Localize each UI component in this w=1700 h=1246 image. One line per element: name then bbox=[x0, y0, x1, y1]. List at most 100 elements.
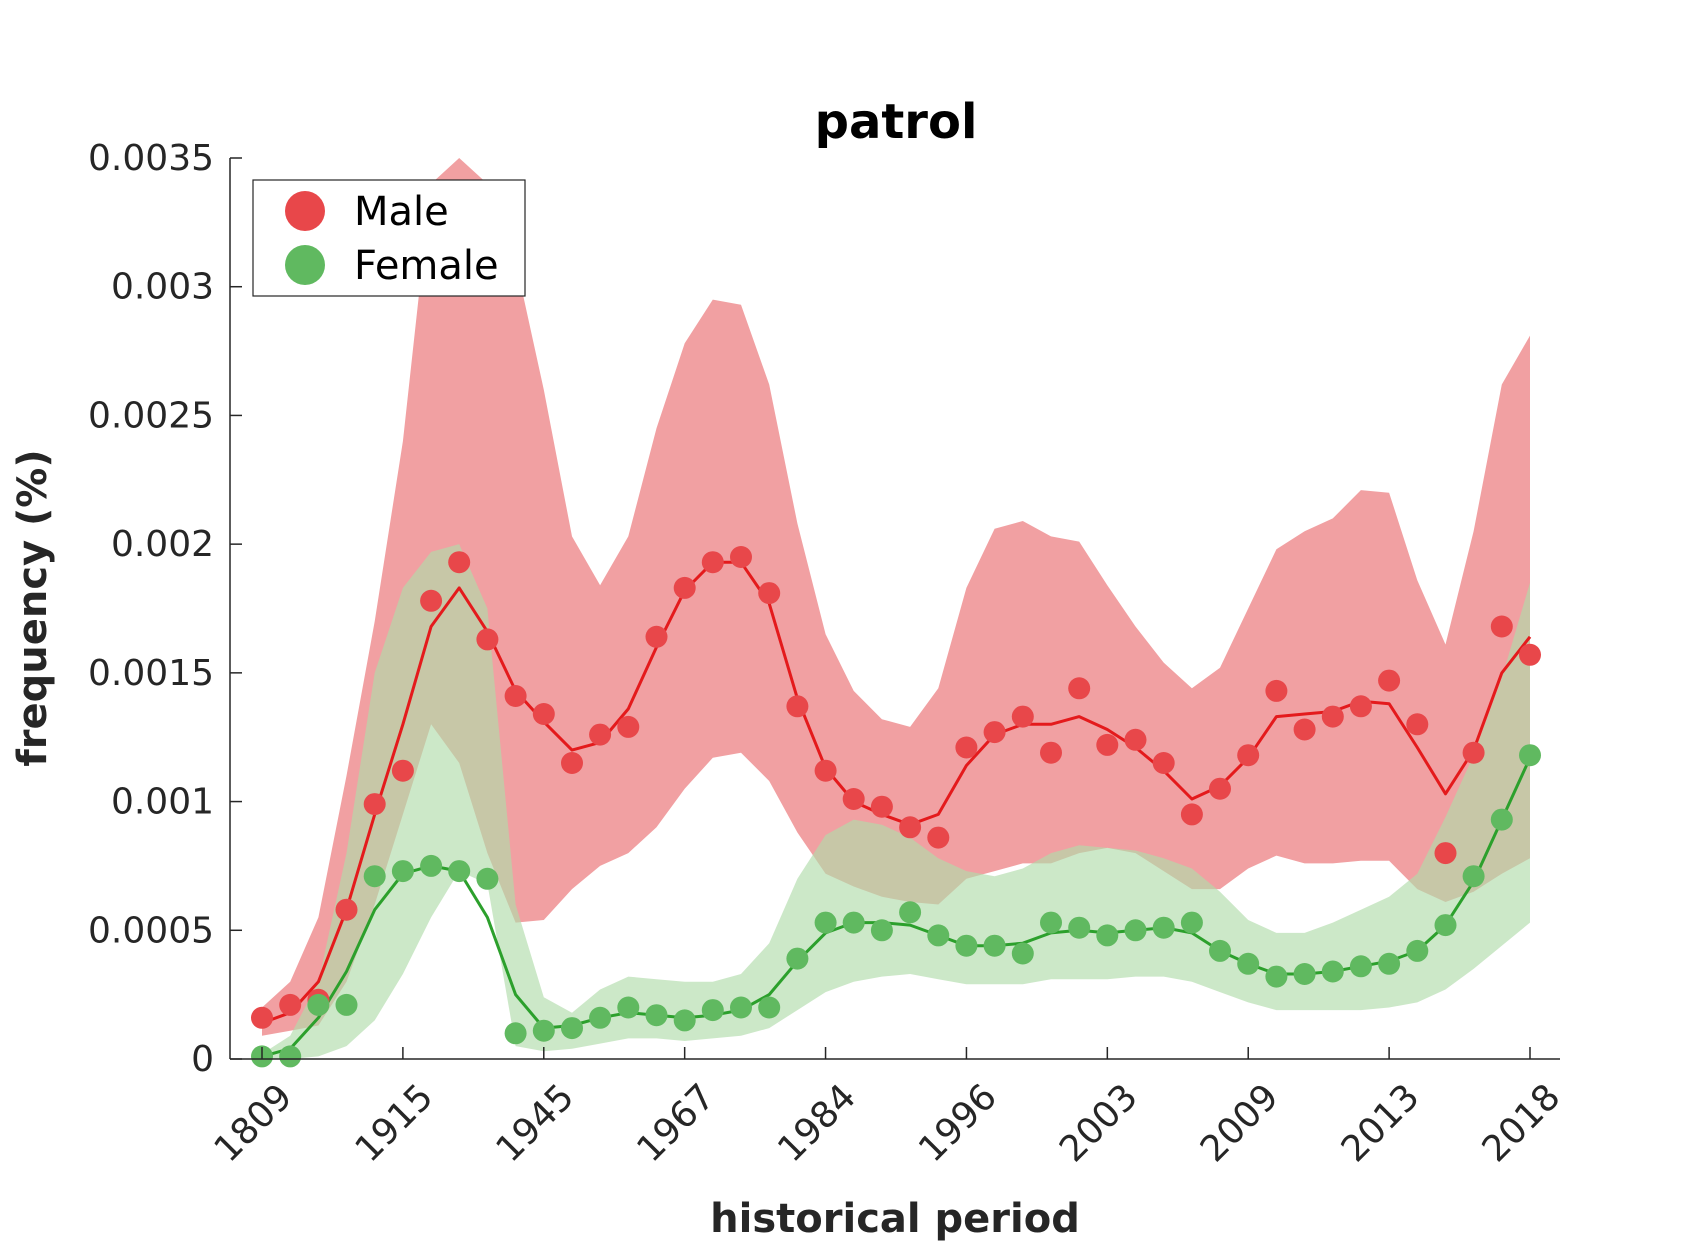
data-markers bbox=[251, 546, 1541, 1068]
point-male bbox=[391, 759, 414, 782]
point-male bbox=[335, 898, 358, 921]
point-male bbox=[1265, 679, 1288, 702]
point-female bbox=[899, 901, 922, 924]
x-tick-label: 1967 bbox=[629, 1076, 723, 1170]
point-female bbox=[1321, 960, 1344, 983]
band-female bbox=[262, 544, 1530, 1059]
point-female bbox=[1152, 916, 1175, 939]
point-female bbox=[420, 854, 443, 877]
point-female bbox=[1265, 965, 1288, 988]
point-female bbox=[673, 1009, 696, 1032]
point-female bbox=[955, 934, 978, 957]
point-male bbox=[1237, 744, 1260, 767]
point-female bbox=[335, 993, 358, 1016]
point-female bbox=[814, 911, 837, 934]
y-ticks: 0 0.0005 0.001 0.0015 0.002 0.0025 0.003 0.0035 bbox=[88, 138, 242, 1080]
x-tick-label: 1915 bbox=[348, 1076, 442, 1170]
x-tick-label: 2018 bbox=[1475, 1076, 1569, 1170]
point-female bbox=[730, 996, 752, 1019]
point-male bbox=[1096, 733, 1119, 756]
y-tick-label: 0.0005 bbox=[88, 910, 214, 951]
point-male bbox=[589, 723, 612, 746]
point-male bbox=[1293, 718, 1316, 741]
point-male bbox=[1434, 842, 1457, 865]
point-female bbox=[1011, 942, 1034, 965]
point-male bbox=[842, 788, 865, 810]
legend-label-female: Female bbox=[354, 243, 499, 289]
x-tick-label: 1945 bbox=[488, 1076, 582, 1170]
point-male bbox=[1378, 669, 1401, 692]
point-female bbox=[1490, 808, 1513, 831]
point-female bbox=[391, 860, 414, 883]
y-tick-label: 0.003 bbox=[111, 267, 214, 308]
y-tick-label: 0.0025 bbox=[88, 395, 214, 436]
point-male bbox=[786, 695, 809, 718]
x-axis-title: historical period bbox=[710, 1196, 1080, 1242]
point-female bbox=[1237, 952, 1260, 975]
point-female bbox=[504, 1022, 527, 1045]
point-male bbox=[645, 625, 668, 648]
point-female bbox=[701, 999, 724, 1022]
point-female bbox=[1040, 911, 1062, 934]
point-female bbox=[758, 996, 781, 1019]
line-male bbox=[261, 560, 1532, 1025]
point-male bbox=[251, 1006, 273, 1029]
y-axis-title: frequency (%) bbox=[10, 449, 56, 766]
point-male bbox=[1011, 705, 1034, 728]
point-male bbox=[1068, 677, 1091, 700]
x-tick-label: 2013 bbox=[1334, 1076, 1428, 1170]
point-female bbox=[1293, 963, 1316, 985]
point-female bbox=[1124, 919, 1147, 942]
point-male bbox=[448, 551, 471, 574]
point-male bbox=[1040, 741, 1062, 764]
point-male bbox=[363, 793, 386, 816]
point-female bbox=[1180, 911, 1203, 934]
line-female bbox=[261, 757, 1532, 1058]
point-male bbox=[1321, 705, 1344, 728]
point-male bbox=[1406, 713, 1429, 736]
point-female bbox=[279, 1045, 302, 1068]
point-female bbox=[617, 996, 640, 1019]
point-female bbox=[589, 1006, 612, 1029]
point-female bbox=[363, 865, 386, 888]
y-tick-label: 0.001 bbox=[111, 782, 214, 823]
legend: Male Female bbox=[252, 179, 526, 297]
legend-marker-male bbox=[285, 191, 325, 231]
point-male bbox=[758, 582, 781, 605]
point-female bbox=[561, 1017, 583, 1040]
point-male bbox=[1180, 803, 1203, 826]
x-tick-label: 2009 bbox=[1193, 1076, 1287, 1170]
legend-marker-female bbox=[285, 245, 325, 285]
point-male bbox=[1349, 695, 1372, 718]
point-female bbox=[1434, 914, 1457, 937]
point-male bbox=[617, 715, 640, 738]
point-male bbox=[899, 816, 922, 839]
point-female bbox=[983, 934, 1006, 957]
point-male bbox=[1462, 741, 1485, 764]
confidence-bands bbox=[262, 158, 1530, 1059]
point-male bbox=[476, 628, 499, 651]
axes bbox=[229, 158, 1560, 1060]
point-male bbox=[870, 795, 893, 818]
point-female bbox=[786, 947, 809, 970]
point-male bbox=[814, 759, 837, 782]
point-female bbox=[1349, 955, 1372, 978]
point-male bbox=[701, 551, 724, 574]
point-female bbox=[645, 1004, 668, 1027]
point-female bbox=[1068, 916, 1091, 939]
point-male bbox=[1209, 777, 1231, 800]
y-tick-label: 0.0035 bbox=[88, 138, 214, 179]
y-tick-label: 0 bbox=[191, 1039, 214, 1080]
point-female bbox=[1519, 744, 1541, 767]
point-female bbox=[307, 993, 330, 1016]
legend-label-male: Male bbox=[354, 189, 449, 235]
x-tick-label: 1996 bbox=[911, 1076, 1005, 1170]
point-male bbox=[1152, 752, 1175, 774]
point-male bbox=[561, 752, 583, 774]
point-female bbox=[448, 860, 471, 883]
point-female bbox=[532, 1019, 555, 1042]
point-female bbox=[1406, 939, 1429, 962]
point-female bbox=[1096, 924, 1119, 947]
point-male bbox=[1519, 643, 1541, 666]
